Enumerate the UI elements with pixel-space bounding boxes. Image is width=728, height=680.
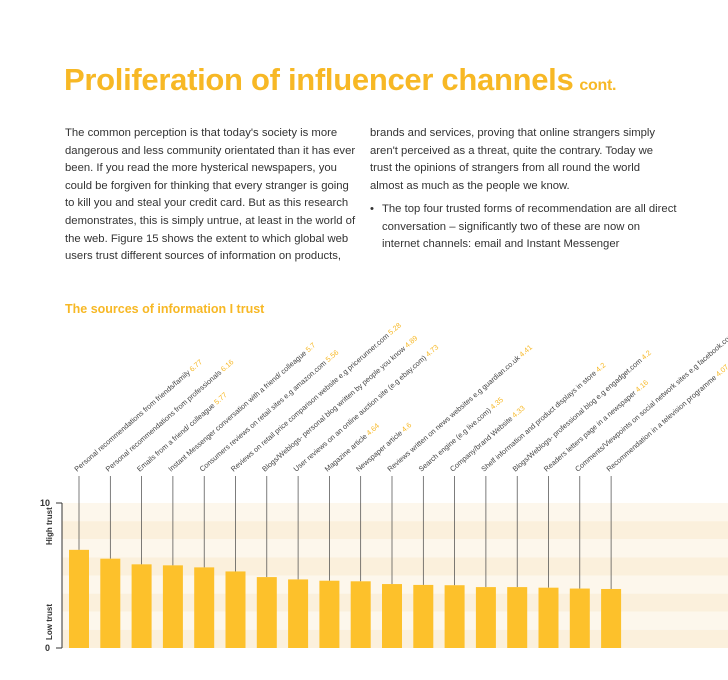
value-label: 5.7 (304, 341, 318, 354)
value-label: 4.07 (714, 362, 728, 378)
y-tick-label: 10 (40, 498, 50, 508)
chart-title: The sources of information I trust (65, 302, 265, 316)
value-label: 4.73 (424, 343, 441, 359)
bar (444, 585, 465, 648)
bar (131, 564, 152, 648)
category-name: Recommendation in a television programme (605, 373, 719, 473)
category-name: Blogs/Weblogs- personal blog written by … (260, 344, 407, 474)
value-label: 5.56 (324, 348, 341, 364)
category-name: Shelf information and product displays i… (479, 369, 598, 474)
category-label: Magazine article4.64 (323, 421, 381, 473)
bar (350, 581, 371, 648)
page-title: Proliferation of influencer channels cont… (64, 62, 616, 98)
category-label: Instant Messenger conversation with a fr… (166, 341, 317, 474)
value-label: 4.2 (594, 361, 608, 374)
value-label: 4.64 (364, 421, 381, 437)
value-label: 5.28 (386, 321, 403, 337)
bar (69, 549, 89, 648)
bar (256, 577, 277, 648)
bar (569, 588, 590, 648)
value-label: 4.16 (633, 378, 650, 394)
category-name: Personal recommendations from friends/fa… (72, 368, 192, 474)
category-name: Personal recommendations from profession… (104, 368, 224, 474)
bar (100, 558, 121, 648)
band (62, 539, 728, 558)
band (62, 503, 728, 522)
band (62, 521, 728, 540)
category-label: User reviews on an online auction site (… (292, 343, 441, 474)
value-label: 5.77 (212, 390, 229, 406)
bar (601, 588, 622, 648)
value-label: 4.41 (517, 343, 534, 359)
bar (538, 587, 559, 648)
bar (194, 567, 215, 648)
paragraph: The common perception is that today's so… (65, 127, 356, 263)
title-text: Proliferation of influencer channels (64, 62, 574, 97)
value-label: 4.89 (403, 333, 420, 349)
bar (225, 571, 246, 648)
title-suffix: cont. (579, 77, 617, 94)
y-tick-label: 0 (45, 643, 50, 653)
value-label: 4.35 (488, 395, 505, 411)
bar (319, 580, 340, 648)
y-axis-label: High trust (45, 507, 54, 545)
category-label: Reviews written on news websites e.g gua… (385, 343, 534, 474)
value-label: 6.16 (219, 357, 236, 373)
y-axis-label: Low trust (45, 604, 54, 640)
value-label: 6.77 (187, 357, 204, 373)
bar (413, 584, 434, 648)
value-label: 4.6 (400, 420, 414, 433)
category-label: Newspaper article4.6 (354, 420, 413, 473)
bar (507, 587, 528, 648)
bar (382, 584, 402, 648)
value-label: 4.33 (510, 403, 527, 419)
bullet-item: The top four trusted forms of recommenda… (370, 201, 677, 254)
bar (475, 587, 496, 648)
bar (162, 565, 183, 648)
bar (288, 579, 309, 648)
paragraph: brands and services, proving that online… (370, 127, 656, 192)
band (62, 557, 728, 576)
value-label: 4.2 (639, 348, 653, 361)
